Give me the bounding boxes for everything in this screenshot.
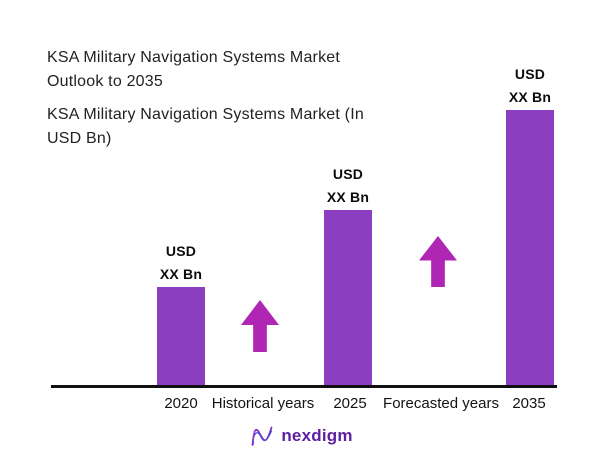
x-tick-2025: 2025: [333, 395, 367, 412]
chart-header: KSA Military Navigation Systems Market O…: [47, 46, 477, 160]
bar-value-label-2025: USD XX Bn: [327, 163, 369, 209]
nexdigm-logo-icon: [251, 426, 273, 446]
x-annotation-1: Historical years: [211, 395, 315, 412]
bar-2035: [506, 110, 554, 385]
bar-value-label-line: XX Bn: [159, 266, 203, 282]
bar-value-label-line: XX Bn: [508, 89, 552, 105]
chart-subtitle-line: KSA Military Navigation Systems Market (…: [47, 106, 364, 123]
chart-title-line: KSA Military Navigation Systems Market: [47, 49, 341, 66]
chart-title-line: Outlook to 2035: [47, 73, 163, 90]
growth-up-arrow-2: [419, 236, 457, 287]
x-tick-2020: 2020: [164, 395, 198, 412]
chart-subtitle: KSA Military Navigation Systems Market (…: [47, 103, 477, 151]
brand-logo: nexdigm: [0, 423, 602, 449]
x-tick-2035: 2035: [512, 395, 546, 412]
chart-subtitle-line: USD Bn): [47, 130, 112, 147]
bar-2020: [157, 287, 205, 385]
bar-value-label-line: USD: [165, 243, 197, 259]
chart-title: KSA Military Navigation Systems Market O…: [47, 46, 477, 94]
bar-value-label-line: XX Bn: [326, 189, 370, 205]
bar-value-label-line: USD: [332, 166, 364, 182]
bar-value-label-2020: USD XX Bn: [160, 240, 202, 286]
x-annotation-2: Forecasted years: [383, 395, 499, 412]
bar-value-label-2035: USD XX Bn: [509, 63, 551, 109]
x-axis-line: [51, 385, 557, 388]
bar-value-label-line: USD: [514, 66, 546, 82]
bar-2025: [324, 210, 372, 385]
brand-name: nexdigm: [281, 426, 353, 445]
growth-up-arrow-1: [241, 300, 279, 352]
